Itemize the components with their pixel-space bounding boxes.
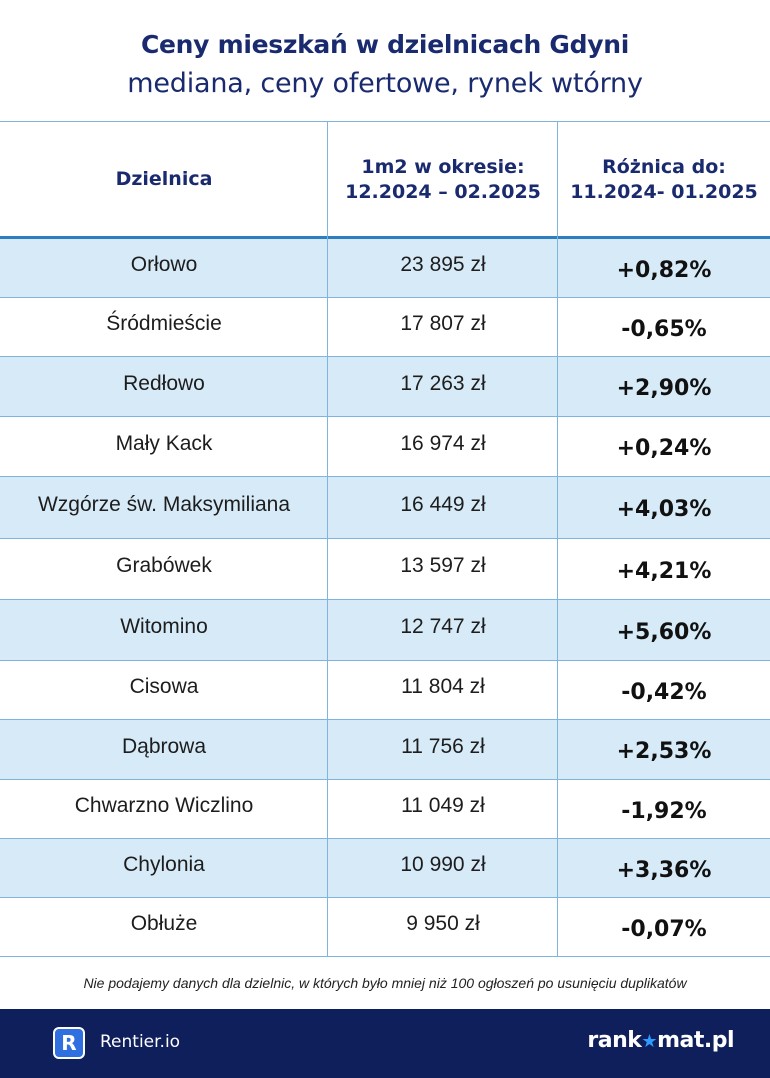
price-cell: 10 990 zł: [400, 853, 486, 876]
district-cell: Chwarzno Wiczlino: [74, 794, 254, 817]
diff-cell: -1,92%: [621, 798, 707, 824]
district-cell: Witomino: [120, 615, 208, 638]
diff-cell: -0,42%: [621, 679, 707, 705]
diff-cell: +0,24%: [616, 436, 712, 461]
footnote: Nie podajemy danych dla dzielnic, w któr…: [83, 975, 687, 991]
diff-cell: +2,53%: [616, 739, 712, 764]
star-icon: ★: [641, 1031, 658, 1052]
price-cell: 17 263 zł: [400, 371, 486, 395]
district-cell: Orłowo: [130, 253, 198, 276]
table-row: Grabówek 13 597 zł +4,21%: [0, 539, 770, 600]
diff-cell: +2,90%: [616, 376, 712, 401]
column-divider: [557, 121, 558, 957]
district-cell: Chylonia: [123, 853, 205, 876]
rankomat-part2: mat.pl: [657, 1028, 734, 1053]
table-row: Chwarzno Wiczlino 11 049 zł -1,92%: [0, 780, 770, 839]
column-header-diff-line2: 11.2024- 01.2025: [570, 180, 758, 203]
column-header-district-label: Dzielnica: [115, 168, 213, 190]
chart-subtitle: mediana, ceny ofertowe, rynek wtórny: [127, 68, 643, 99]
table-row: Obłuże 9 950 zł -0,07%: [0, 898, 770, 957]
district-cell: Śródmieście: [106, 312, 222, 335]
chart-header: Ceny mieszkań w dzielnicach Gdyni median…: [0, 0, 770, 122]
price-cell: 12 747 zł: [400, 615, 486, 638]
column-divider: [327, 121, 328, 957]
district-cell: Grabówek: [116, 554, 212, 577]
diff-cell: -0,65%: [621, 316, 707, 342]
district-cell: Dąbrowa: [121, 734, 207, 758]
district-cell: Wzgórze św. Maksymiliana: [37, 492, 291, 516]
price-cell: 13 597 zł: [400, 554, 486, 577]
column-header-district: Dzielnica: [0, 122, 328, 237]
price-cell: 16 449 zł: [400, 492, 486, 516]
column-header-price-line2: 12.2024 – 02.2025: [345, 180, 541, 203]
table-row: Witomino 12 747 zł +5,60%: [0, 600, 770, 661]
price-cell: 9 950 zł: [406, 912, 480, 935]
table-row: Orłowo 23 895 zł +0,82%: [0, 239, 770, 298]
diff-cell: +5,60%: [616, 619, 712, 645]
column-header-diff-line1: Różnica do:: [602, 155, 726, 178]
diff-cell: +4,21%: [616, 558, 712, 584]
district-cell: Obłuże: [130, 912, 198, 935]
district-cell: Cisowa: [129, 675, 199, 698]
chart-title: Ceny mieszkań w dzielnicach Gdyni: [140, 30, 629, 59]
district-cell: Redłowo: [123, 371, 205, 395]
column-header-diff: Różnica do: 11.2024- 01.2025: [558, 122, 770, 237]
table-row: Mały Kack 16 974 zł +0,24%: [0, 417, 770, 477]
rentier-logo-icon: R: [53, 1027, 85, 1059]
diff-cell: +4,03%: [616, 497, 712, 522]
rankomat-logo: rank★mat.pl: [587, 1028, 734, 1053]
diff-cell: +3,36%: [616, 857, 712, 883]
price-cell: 11 756 zł: [401, 734, 485, 758]
price-cell: 11 804 zł: [401, 675, 485, 698]
rentier-brand: Rentier.io: [100, 1032, 181, 1052]
diff-cell: +0,82%: [616, 257, 712, 283]
price-table: Dzielnica 1m2 w okresie: 12.2024 – 02.20…: [0, 121, 770, 957]
table-row: Chylonia 10 990 zł +3,36%: [0, 839, 770, 898]
column-header-price-line1: 1m2 w okresie:: [361, 155, 525, 178]
table-row: Śródmieście 17 807 zł -0,65%: [0, 298, 770, 357]
district-cell: Mały Kack: [115, 431, 213, 455]
table-row: Dąbrowa 11 756 zł +2,53%: [0, 720, 770, 780]
rankomat-part1: rank: [587, 1028, 642, 1053]
table-row: Cisowa 11 804 zł -0,42%: [0, 661, 770, 720]
table-row: Redłowo 17 263 zł +2,90%: [0, 357, 770, 417]
diff-cell: -0,07%: [621, 916, 707, 942]
price-cell: 11 049 zł: [401, 794, 485, 817]
table-row: Wzgórze św. Maksymiliana 16 449 zł +4,03%: [0, 477, 770, 539]
price-cell: 23 895 zł: [400, 253, 486, 276]
column-header-price: 1m2 w okresie: 12.2024 – 02.2025: [328, 122, 558, 237]
table-header: Dzielnica 1m2 w okresie: 12.2024 – 02.20…: [0, 121, 770, 239]
price-cell: 16 974 zł: [400, 431, 486, 455]
price-cell: 17 807 zł: [400, 312, 486, 335]
footer-bar: R Rentier.io rank★mat.pl: [0, 1009, 770, 1078]
